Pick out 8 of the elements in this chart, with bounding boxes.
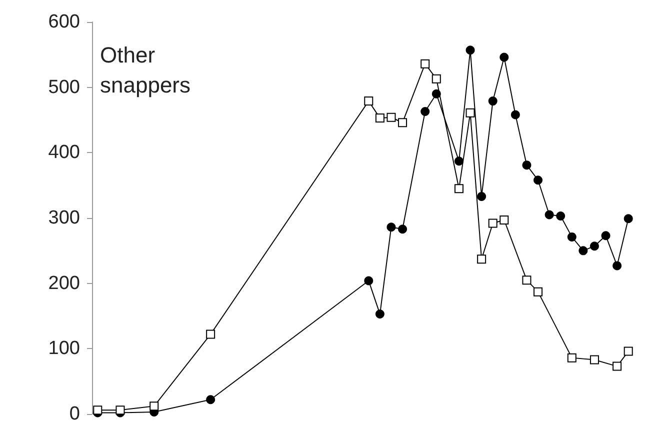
y-tick-label: 300 [48, 208, 80, 228]
y-tick-label: 500 [48, 76, 80, 98]
y-tick-label: 0 [69, 404, 80, 424]
y-tick-label: 100 [48, 338, 80, 360]
y-tick-label: 600 [48, 12, 80, 32]
annotation: Other snappers [100, 42, 191, 98]
y-tick-label: 200 [48, 272, 80, 294]
y-tick-label: 400 [48, 142, 80, 164]
